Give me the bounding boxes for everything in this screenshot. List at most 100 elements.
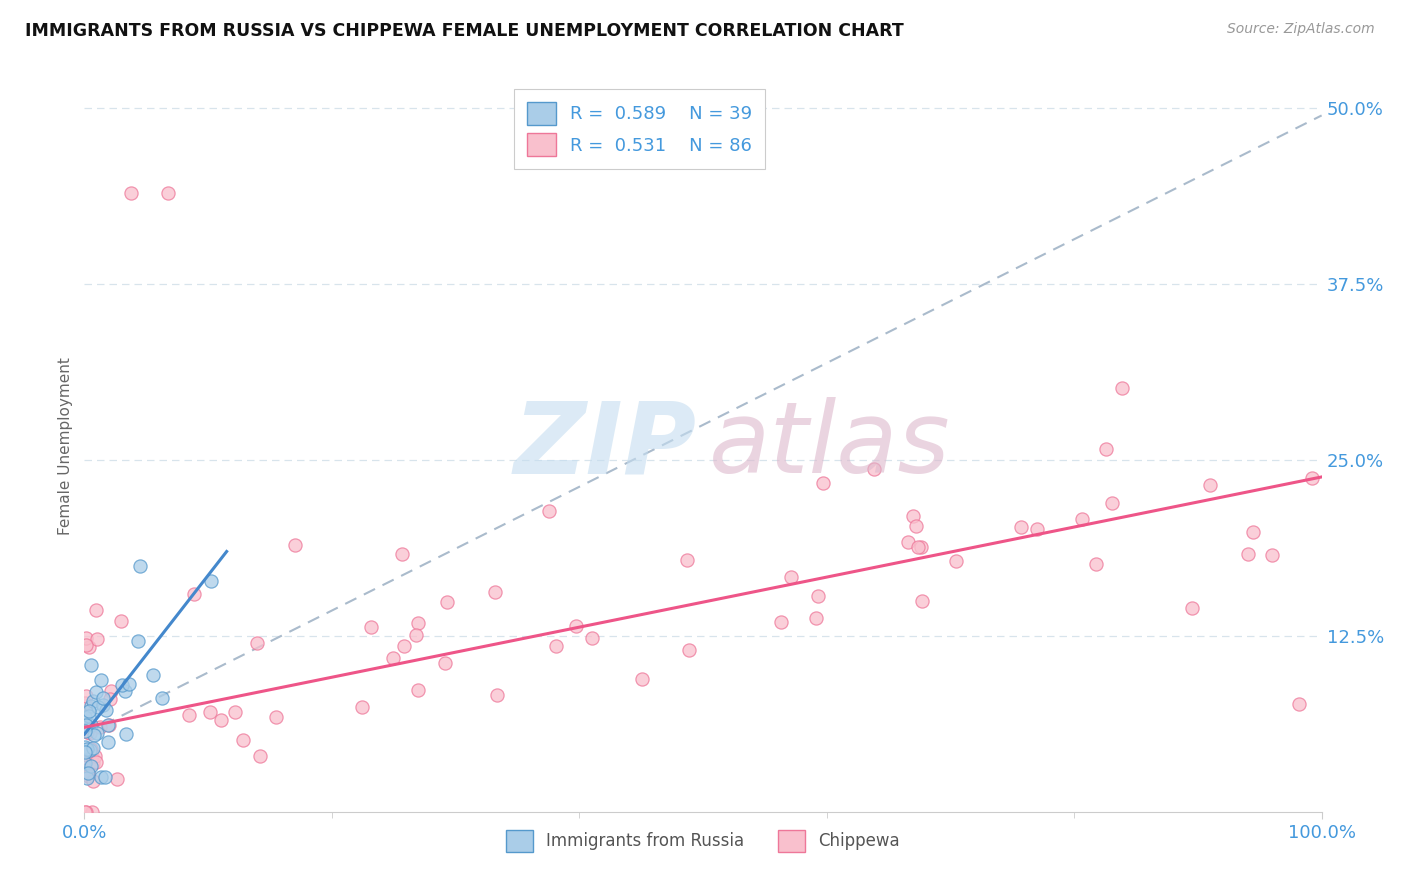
Point — [249, 748, 271, 763]
Point — [544, 639, 567, 653]
Point — [80, 758, 103, 772]
Point — [150, 690, 173, 705]
Point — [89, 720, 111, 734]
Point — [945, 554, 967, 568]
Text: IMMIGRANTS FROM RUSSIA VS CHIPPEWA FEMALE UNEMPLOYMENT CORRELATION CHART: IMMIGRANTS FROM RUSSIA VS CHIPPEWA FEMAL… — [25, 22, 904, 40]
Point — [284, 538, 307, 552]
Point — [86, 632, 108, 646]
Point — [84, 685, 107, 699]
Point — [1301, 471, 1323, 485]
Point — [98, 692, 121, 706]
Point — [1085, 557, 1108, 571]
Point — [80, 699, 103, 714]
Point — [76, 771, 98, 785]
Point — [391, 547, 413, 561]
Point — [780, 570, 803, 584]
Text: atlas: atlas — [709, 398, 950, 494]
Point — [94, 703, 117, 717]
Point — [114, 684, 136, 698]
Point — [179, 707, 201, 722]
Point — [75, 639, 97, 653]
Point — [73, 723, 96, 738]
Point — [83, 728, 105, 742]
Point — [82, 756, 104, 770]
Point — [73, 739, 96, 754]
Point — [142, 668, 165, 682]
Point — [246, 635, 269, 649]
Point — [769, 615, 792, 630]
Point — [82, 774, 104, 789]
Point — [80, 741, 103, 756]
Point — [76, 748, 98, 763]
Point — [80, 657, 103, 672]
Point — [84, 755, 107, 769]
Point — [97, 735, 120, 749]
Point — [73, 721, 96, 735]
Point — [117, 677, 139, 691]
Point — [84, 602, 107, 616]
Point — [1199, 478, 1222, 492]
Point — [75, 805, 97, 819]
Point — [352, 700, 374, 714]
Point — [82, 693, 104, 707]
Point — [75, 767, 97, 781]
Point — [1260, 548, 1282, 562]
Point — [105, 772, 128, 786]
Point — [565, 619, 588, 633]
Point — [157, 186, 180, 200]
Point — [485, 688, 508, 702]
Point — [98, 718, 121, 732]
Text: ZIP: ZIP — [513, 398, 697, 494]
Point — [128, 558, 150, 573]
Point — [82, 740, 104, 755]
Point — [77, 769, 100, 783]
Legend: Immigrants from Russia, Chippewa: Immigrants from Russia, Chippewa — [499, 823, 907, 858]
Point — [807, 589, 830, 603]
Point — [100, 684, 122, 698]
Point — [77, 708, 100, 723]
Point — [75, 718, 97, 732]
Point — [86, 726, 108, 740]
Point — [90, 770, 112, 784]
Point — [1070, 512, 1092, 526]
Point — [127, 633, 149, 648]
Point — [75, 805, 97, 819]
Point — [360, 620, 382, 634]
Point — [901, 509, 924, 524]
Point — [77, 765, 100, 780]
Point — [232, 732, 254, 747]
Point — [862, 461, 884, 475]
Point — [111, 678, 134, 692]
Point — [910, 540, 932, 554]
Point — [75, 756, 97, 771]
Point — [678, 643, 700, 657]
Point — [264, 710, 287, 724]
Point — [75, 690, 97, 704]
Point — [1101, 496, 1123, 510]
Point — [183, 587, 205, 601]
Point — [436, 595, 458, 609]
Point — [77, 704, 100, 718]
Point — [82, 749, 104, 764]
Point — [80, 718, 103, 732]
Point — [484, 585, 506, 599]
Point — [90, 673, 112, 687]
Point — [200, 574, 222, 588]
Point — [1010, 520, 1032, 534]
Text: Source: ZipAtlas.com: Source: ZipAtlas.com — [1227, 22, 1375, 37]
Point — [631, 672, 654, 686]
Point — [77, 766, 100, 780]
Point — [115, 727, 138, 741]
Point — [79, 725, 101, 739]
Point — [91, 690, 114, 705]
Point — [408, 682, 430, 697]
Point — [382, 650, 405, 665]
Point — [110, 614, 132, 628]
Point — [1236, 547, 1258, 561]
Point — [83, 749, 105, 764]
Point — [897, 535, 920, 549]
Point — [73, 745, 96, 759]
Point — [1241, 525, 1264, 540]
Point — [1026, 522, 1049, 536]
Point — [209, 714, 232, 728]
